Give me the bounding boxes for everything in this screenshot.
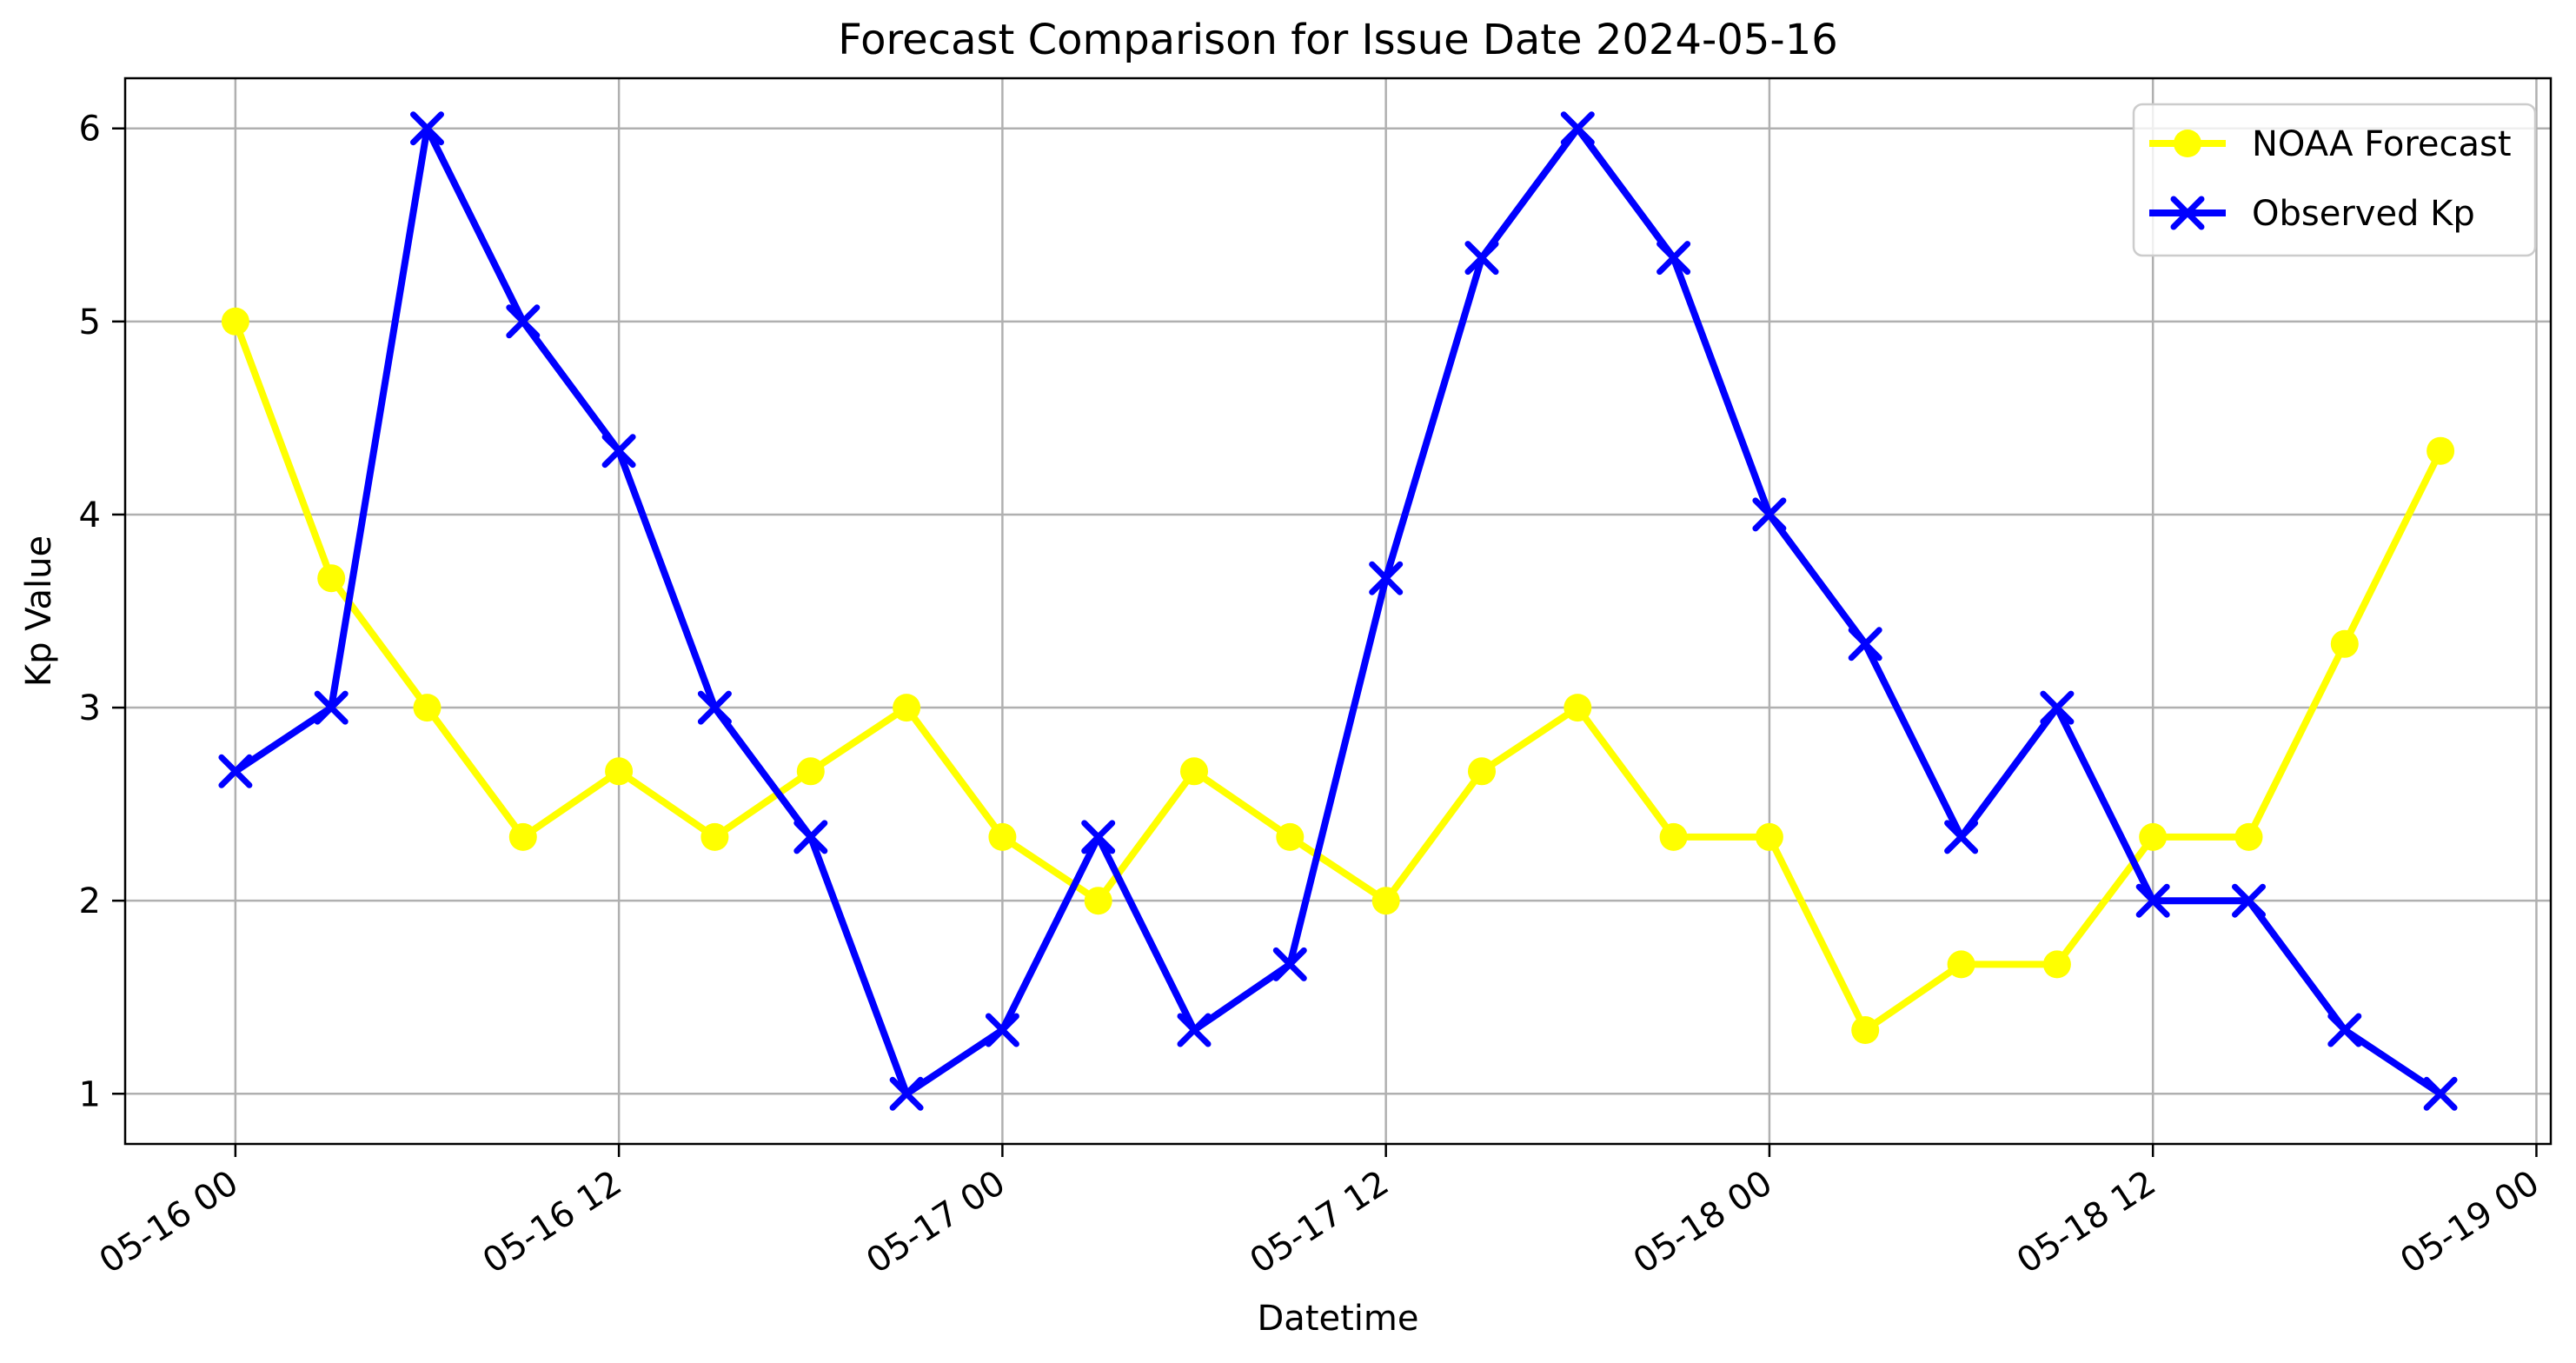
observed-kp-marker (1177, 1013, 1212, 1047)
observed-kp-marker (601, 434, 636, 469)
observed-kp-marker (218, 754, 253, 788)
observed-kp-marker (1464, 241, 1499, 276)
noaa-forecast-marker (1659, 822, 1688, 851)
y-tick-label: 1 (79, 1074, 101, 1114)
observed-kp-marker (2423, 1076, 2458, 1111)
observed-kp-marker (1560, 111, 1595, 146)
noaa-forecast-marker (1851, 1016, 1880, 1044)
chart-title: Forecast Comparison for Issue Date 2024-… (838, 16, 1838, 64)
x-tick-label: 05-17 12 (1243, 1163, 1396, 1282)
observed-kp-marker (2040, 690, 2075, 725)
y-tick-label: 2 (79, 881, 101, 921)
observed-kp-marker (314, 690, 349, 725)
noaa-forecast-line (231, 317, 2445, 1034)
y-axis-label: Kp Value (19, 535, 59, 687)
observed-kp-marker (697, 690, 732, 725)
x-tick-label: 05-16 12 (476, 1163, 629, 1282)
noaa-forecast-marker (1564, 694, 1592, 722)
x-tick-label: 05-18 00 (1626, 1163, 1779, 1282)
y-tick-label: 5 (79, 303, 101, 342)
observed-kp-marker (1752, 497, 1787, 532)
noaa-forecast-marker (317, 564, 346, 593)
legend-noaa-forecast-marker (2174, 130, 2201, 157)
legend-observed-kp-marker (2170, 196, 2205, 230)
x-tick-label: 05-17 00 (860, 1163, 1012, 1282)
legend-box (2132, 103, 2537, 257)
observed-kp-marker (2327, 1013, 2362, 1047)
observed-kp-marker (1656, 241, 1691, 276)
observed-kp-marker (793, 820, 828, 854)
noaa-forecast-marker (2234, 822, 2263, 851)
noaa-forecast-marker (2139, 822, 2168, 851)
observed-kp-marker (1081, 820, 1116, 854)
noaa-forecast-marker (2330, 629, 2359, 658)
observed-kp-marker (985, 1013, 1019, 1047)
observed-kp-marker (506, 304, 541, 339)
noaa-forecast-marker (1468, 757, 1496, 786)
noaa-forecast-marker (988, 822, 1017, 851)
x-tick-label: 05-19 00 (2393, 1163, 2546, 1282)
observed-kp-marker (1944, 820, 1979, 854)
series-layer (218, 111, 2458, 1111)
noaa-forecast-marker (1180, 757, 1208, 786)
legend-label-noaa-forecast: NOAA Forecast (2252, 124, 2512, 164)
noaa-forecast-marker (605, 757, 634, 786)
noaa-forecast-marker (2042, 950, 2071, 979)
noaa-forecast-marker (796, 757, 825, 786)
noaa-forecast-marker (893, 694, 921, 722)
observed-kp-line (231, 124, 2445, 1098)
legend: NOAA Forecast Observed Kp (2132, 103, 2537, 257)
noaa-forecast-marker (2427, 436, 2455, 465)
legend-label-observed-kp: Observed Kp (2252, 194, 2475, 234)
y-tick-label: 3 (79, 688, 101, 728)
tick-layer: 05-16 00 05-16 12 05-17 00 05-17 12 05-18 00… (79, 110, 2546, 1282)
x-axis-label: Datetime (1258, 1299, 1419, 1339)
observed-kp-marker (2135, 883, 2170, 918)
noaa-forecast-marker (221, 307, 249, 336)
y-tick-label: 4 (79, 495, 101, 535)
plot-border (123, 76, 2553, 1146)
observed-kp-marker (1848, 627, 1882, 662)
noaa-forecast-marker (700, 822, 729, 851)
y-tick-label: 6 (79, 110, 101, 150)
x-tick-label: 05-18 12 (2010, 1163, 2163, 1282)
x-tick-label: 05-16 00 (92, 1163, 245, 1282)
noaa-forecast-marker (1084, 887, 1112, 915)
noaa-forecast-marker (1371, 887, 1400, 915)
noaa-forecast-marker (508, 822, 537, 851)
noaa-forecast-marker (413, 694, 442, 722)
observed-kp-marker (2232, 883, 2266, 918)
noaa-forecast-marker (1947, 950, 1975, 979)
observed-kp-marker (1369, 561, 1404, 595)
observed-kp-marker (889, 1076, 924, 1111)
noaa-forecast-marker (1276, 822, 1305, 851)
observed-kp-marker (410, 111, 444, 146)
observed-kp-marker (1272, 947, 1307, 981)
noaa-forecast-marker (1755, 822, 1783, 851)
